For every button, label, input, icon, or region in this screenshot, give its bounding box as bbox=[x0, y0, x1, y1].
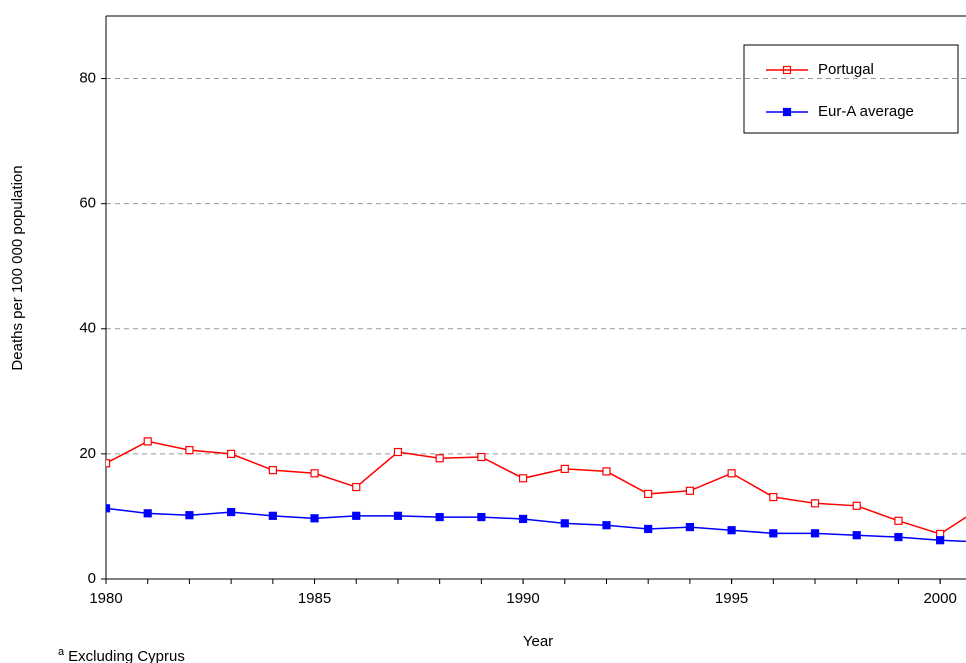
point bbox=[602, 467, 611, 476]
y-axis-label: Deaths per 100 000 population bbox=[9, 165, 26, 370]
x-axis-label: Year bbox=[523, 633, 553, 650]
point bbox=[477, 512, 486, 522]
footnote-text: Excluding Cyprus bbox=[68, 648, 185, 663]
point bbox=[352, 511, 361, 520]
y-tick-label: 0 bbox=[88, 570, 96, 587]
y-tick-label: 20 bbox=[79, 445, 96, 462]
point bbox=[435, 512, 444, 522]
x-tick-label: 1990 bbox=[506, 590, 539, 607]
point bbox=[310, 469, 319, 478]
point bbox=[644, 489, 653, 499]
point bbox=[852, 501, 861, 510]
point bbox=[268, 511, 277, 520]
point bbox=[106, 459, 111, 468]
footnote: a Excluding Cyprus bbox=[58, 646, 185, 663]
point bbox=[727, 526, 736, 535]
point bbox=[352, 482, 361, 492]
point bbox=[518, 514, 528, 524]
legend-label: Eur-A average bbox=[818, 103, 914, 120]
legend-label: Portugal bbox=[818, 61, 874, 78]
point bbox=[560, 464, 569, 474]
y-tick-label: 40 bbox=[79, 320, 96, 337]
point bbox=[185, 446, 194, 455]
point bbox=[227, 449, 236, 458]
x-tick-label: 1980 bbox=[89, 590, 122, 607]
point bbox=[185, 511, 194, 520]
x-tick-label: 2000 bbox=[923, 590, 956, 607]
point bbox=[810, 499, 820, 508]
point bbox=[393, 447, 403, 457]
y-tick-label: 60 bbox=[79, 195, 96, 212]
point bbox=[435, 454, 444, 463]
point bbox=[143, 509, 152, 518]
point bbox=[727, 469, 736, 478]
point bbox=[268, 466, 277, 475]
plot-area bbox=[106, 437, 966, 545]
x-tick-label: 1985 bbox=[298, 590, 331, 607]
point bbox=[393, 511, 403, 520]
point bbox=[644, 524, 653, 534]
x-tick-label: 1995 bbox=[715, 590, 748, 607]
point bbox=[560, 519, 569, 528]
y-tick-label: 80 bbox=[79, 70, 96, 87]
point bbox=[310, 514, 319, 523]
point bbox=[894, 532, 903, 542]
point bbox=[602, 521, 611, 530]
series-line bbox=[106, 440, 966, 535]
point bbox=[106, 504, 111, 513]
point bbox=[143, 437, 152, 446]
point bbox=[477, 452, 486, 462]
footnote-marker: a bbox=[58, 646, 65, 658]
point bbox=[227, 507, 236, 517]
series-line bbox=[106, 507, 966, 543]
point bbox=[685, 486, 694, 495]
point bbox=[685, 522, 694, 532]
point bbox=[769, 529, 778, 538]
point bbox=[518, 474, 528, 483]
point bbox=[769, 492, 778, 502]
legend-box bbox=[743, 44, 959, 134]
point bbox=[936, 536, 945, 545]
point bbox=[810, 529, 820, 538]
point bbox=[852, 531, 861, 540]
point bbox=[894, 516, 903, 525]
